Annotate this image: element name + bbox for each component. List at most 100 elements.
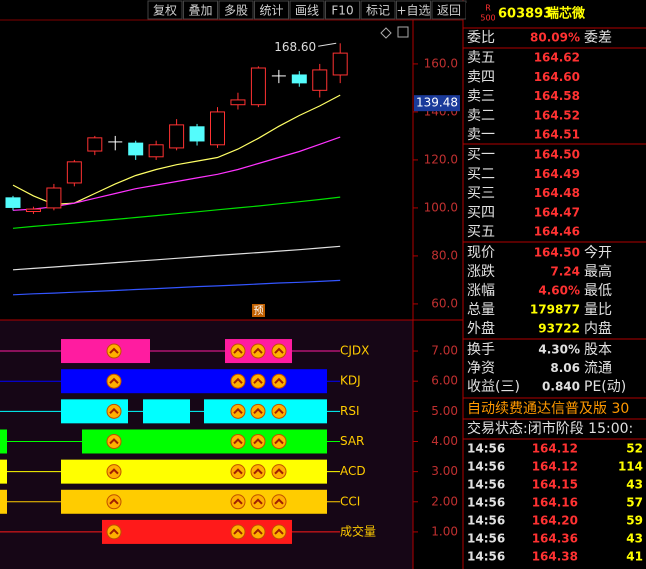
- candle-body: [148, 144, 164, 158]
- quote-value: 8.06: [550, 361, 580, 375]
- toolbar-button[interactable]: [396, 0, 431, 20]
- toolbar-label[interactable]: F10: [331, 4, 353, 18]
- candle-body: [46, 187, 62, 209]
- status: 交易状态:闭市阶段 15:00:: [467, 420, 633, 437]
- signal-arrow: [253, 468, 263, 475]
- book-label: 卖一: [467, 127, 495, 143]
- signal-arrow: [253, 407, 263, 415]
- book-price: 164.51: [534, 128, 580, 142]
- tick-cell: 164.38: [532, 550, 578, 564]
- tick-cell: 59: [626, 514, 643, 528]
- book-label: 买一: [467, 147, 495, 163]
- toolbar-label[interactable]: 叠加: [188, 4, 212, 18]
- toolbar-label[interactable]: 标记: [366, 4, 390, 18]
- quote-label: 总量: [467, 302, 495, 318]
- toolbar-label[interactable]: 画线: [295, 4, 319, 18]
- candle-body: [312, 69, 328, 91]
- quote-value: 80.09%: [530, 31, 580, 45]
- signal-arrow: [253, 347, 263, 354]
- signal-arrow: [274, 377, 284, 384]
- book-price: 164.46: [534, 225, 580, 239]
- signal-icon: [106, 403, 122, 419]
- book-price: 164.58: [534, 89, 580, 103]
- quote-value: 164.50: [534, 246, 580, 260]
- tick-cell: 164.12: [532, 442, 578, 456]
- signal-name: CJDX: [340, 344, 369, 358]
- toolbar-button[interactable]: [325, 0, 360, 20]
- signal-arrow: [233, 498, 243, 505]
- toolbar-button[interactable]: [147, 0, 183, 20]
- signal-icon: [106, 464, 122, 480]
- y-tick-label: 1.00: [431, 524, 458, 538]
- quote-label: 流通: [584, 361, 612, 377]
- quote-label: 委比: [467, 30, 495, 46]
- ma-line: [12, 196, 341, 229]
- signal-arrow: [274, 468, 284, 475]
- book-label: 买二: [467, 166, 495, 182]
- signal-arrow: [233, 438, 243, 445]
- signal-name: CCI: [340, 494, 360, 508]
- tick-cell: 14:56: [467, 460, 505, 474]
- icon: [397, 26, 409, 38]
- notice: 自动续费通达信普及版 30: [467, 400, 629, 417]
- toolbar-label[interactable]: 返回: [437, 4, 461, 18]
- signal-arrow: [274, 347, 284, 354]
- book-label: 卖二: [467, 108, 495, 124]
- tick-cell: 164.16: [532, 496, 578, 510]
- signal-bar: [0, 429, 7, 454]
- signal-icon: [250, 464, 266, 480]
- signal-name: RSI: [340, 404, 360, 418]
- toolbar-label[interactable]: 统计: [259, 4, 283, 18]
- tick-cell: 164.36: [532, 532, 578, 546]
- y-tick-label: 2.00: [431, 494, 458, 508]
- toolbar-button[interactable]: [218, 0, 254, 20]
- marker: 预: [254, 305, 264, 317]
- toolbar-label[interactable]: 多股: [224, 4, 248, 18]
- stock-code: 603893: [498, 7, 552, 22]
- signal-icon: [230, 494, 246, 510]
- signal-arrow: [109, 438, 119, 445]
- signal-bar: [61, 489, 327, 514]
- y-tick-label: 100.0: [424, 200, 458, 214]
- tick-cell: 164.12: [532, 460, 578, 474]
- quote-label: 最高: [584, 263, 612, 280]
- quote-value: 7.24: [550, 265, 580, 279]
- toolbar-label[interactable]: +自选: [396, 4, 430, 18]
- toolbar-button[interactable]: [289, 0, 325, 20]
- book-label: 买四: [467, 205, 495, 221]
- candle-body: [5, 197, 21, 208]
- toolbar-button[interactable]: [360, 0, 396, 20]
- toolbar-label[interactable]: 复权: [153, 4, 177, 18]
- quote-value: 4.30%: [538, 343, 580, 357]
- high-label: 168.60: [274, 40, 316, 54]
- tick-cell: 14:56: [467, 442, 505, 456]
- quote-label: 今开: [584, 245, 612, 261]
- signal-icon: [106, 494, 122, 510]
- signal-icon: [271, 524, 287, 540]
- book-label: 买五: [467, 224, 495, 240]
- tick-cell: 164.20: [532, 514, 578, 528]
- signal-icon: [250, 433, 266, 449]
- signal-icon: [230, 433, 246, 449]
- high-arrow: [318, 42, 337, 47]
- tick-cell: 164.15: [532, 478, 578, 492]
- quote-label: PE(动): [584, 379, 626, 395]
- quote-value: 93722: [538, 322, 580, 336]
- signal-icon: [106, 343, 122, 359]
- toolbar-button[interactable]: [183, 0, 218, 20]
- y-tick-label: 80.0: [431, 248, 458, 262]
- signal-icon: [271, 403, 287, 419]
- signal-name: ACD: [340, 464, 366, 478]
- quote-label: 现价: [467, 245, 495, 261]
- signal-arrow: [274, 438, 284, 445]
- candle-body: [25, 208, 41, 213]
- signal-arrow: [233, 407, 243, 415]
- candle-body: [66, 161, 82, 184]
- signal-icon: [271, 494, 287, 510]
- signal-bar: [61, 369, 327, 394]
- book-label: 买三: [467, 186, 495, 202]
- ma-line: [12, 279, 341, 296]
- tick-cell: 43: [626, 532, 643, 546]
- toolbar-button[interactable]: [254, 0, 289, 20]
